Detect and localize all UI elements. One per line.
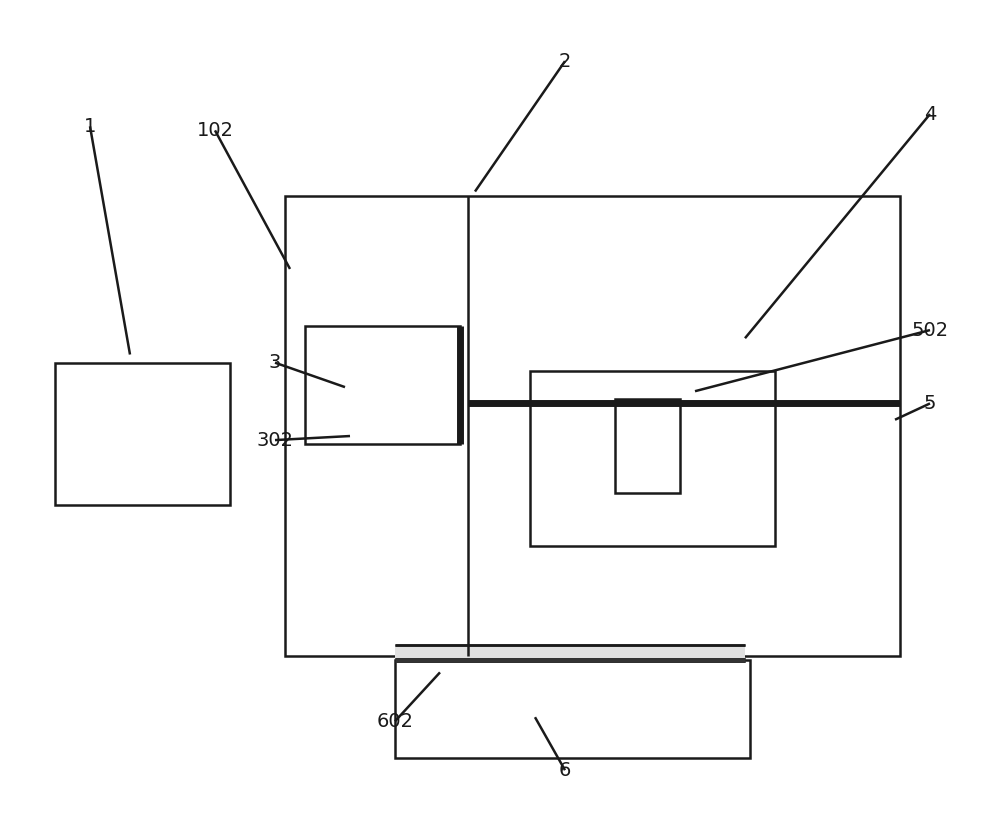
Text: 1: 1 xyxy=(84,117,96,136)
Bar xyxy=(395,645,745,660)
Text: 2: 2 xyxy=(559,51,571,71)
Text: 602: 602 xyxy=(376,711,414,731)
Text: 5: 5 xyxy=(924,394,936,413)
Text: 6: 6 xyxy=(559,760,571,780)
Text: 102: 102 xyxy=(196,121,234,140)
Bar xyxy=(285,196,900,656)
Bar xyxy=(305,326,460,444)
Text: 4: 4 xyxy=(924,104,936,124)
Text: 302: 302 xyxy=(256,430,294,450)
Bar xyxy=(530,371,775,546)
Text: 3: 3 xyxy=(269,353,281,372)
Bar xyxy=(615,399,680,493)
Bar xyxy=(395,660,750,758)
Text: 502: 502 xyxy=(911,320,949,340)
Bar xyxy=(55,363,230,505)
